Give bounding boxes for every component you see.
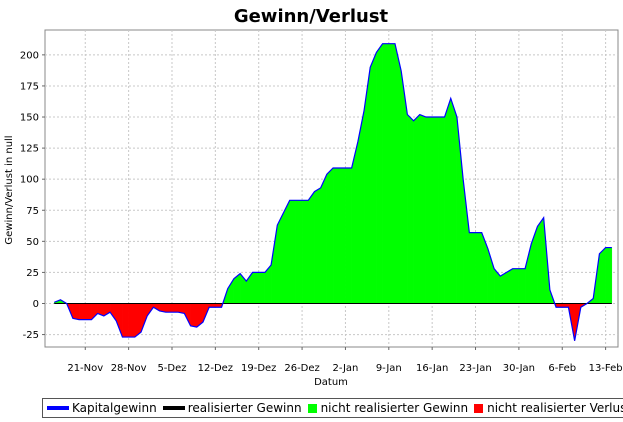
gain-area-segment <box>338 167 346 304</box>
x-tick-label: 26-Dez <box>284 363 319 374</box>
y-tick-label: 175 <box>20 81 39 92</box>
gain-area-segment <box>308 190 315 304</box>
legend-label-realisierter-gewinn: realisierter Gewinn <box>187 401 302 415</box>
gain-area-segment <box>295 200 303 304</box>
y-tick-label: 25 <box>26 268 39 279</box>
legend-swatch-kapitalgewinn <box>47 406 69 410</box>
y-tick-label: 125 <box>20 144 39 155</box>
gain-area-segment <box>469 232 476 304</box>
x-tick-layer: 21-Nov 28-Nov 5-Dez 12-Dez 19-Dez 26-Dez 2-Jan… <box>67 347 623 374</box>
gain-area-segment <box>605 247 613 304</box>
gain-area-segment <box>413 113 421 304</box>
gain-area-segment <box>283 200 290 304</box>
kapitalgewinn-line <box>54 43 612 341</box>
gain-area-segment <box>599 246 606 304</box>
x-tick-label: 28-Nov <box>111 363 147 374</box>
loss-area-segment <box>165 303 173 313</box>
gain-area-segment <box>506 268 513 304</box>
gain-area-segment <box>518 268 526 304</box>
loss-area-segment <box>171 303 179 313</box>
gain-area-segment <box>438 116 445 304</box>
y-tick-label: 75 <box>26 206 39 217</box>
gain-area-segment <box>512 268 520 304</box>
loss-area-segment <box>78 303 86 320</box>
y-tick-label: -25 <box>23 330 39 341</box>
gain-area-segment <box>376 42 383 304</box>
loss-area-segment <box>122 303 129 338</box>
gain-area-segment <box>277 212 284 304</box>
loss-area-segment <box>134 303 142 338</box>
gain-area-segment <box>407 113 414 304</box>
x-tick-label: 13-Feb <box>589 363 623 374</box>
loss-area-segment <box>72 303 80 320</box>
area-layer <box>54 42 613 341</box>
legend: Kapitalgewinn realisierter Gewinn nicht … <box>42 398 623 418</box>
gain-area-segment <box>444 98 451 304</box>
gain-area-segment <box>537 216 544 304</box>
y-tick-layer: -25 0 25 50 75 100 125 150 175 200 <box>20 50 45 341</box>
gain-area-segment <box>258 272 266 304</box>
legend-item-nicht-realisierter-gewinn: nicht realisierter Gewinn <box>307 401 469 415</box>
gain-area-segment <box>314 187 321 304</box>
x-tick-label: 21-Nov <box>67 363 103 374</box>
legend-label-nicht-realisierter-verlust: nicht realisierter Verlust <box>487 401 623 415</box>
gain-area-segment <box>345 167 352 304</box>
x-tick-label: 12-Dez <box>198 363 233 374</box>
y-tick-label: 150 <box>20 113 39 124</box>
gain-area-segment <box>326 167 334 304</box>
legend-label-kapitalgewinn: Kapitalgewinn <box>72 401 157 415</box>
x-tick-label: 19-Dez <box>241 363 276 374</box>
gain-area-segment <box>289 200 297 304</box>
legend-swatch-realisierter-gewinn <box>162 406 185 410</box>
legend-item-nicht-realisierter-verlust: nicht realisierter Verlust <box>474 401 623 415</box>
loss-area-segment <box>85 303 92 320</box>
legend-item-realisierter-gewinn: realisierter Gewinn <box>162 401 302 415</box>
legend-swatch-nicht-realisierter-verlust <box>474 403 484 413</box>
gain-area-segment <box>419 114 427 304</box>
y-tick-label: 100 <box>20 175 39 186</box>
gain-area-segment <box>369 52 377 304</box>
x-tick-label: 6-Feb <box>548 363 576 374</box>
loss-area-segment <box>190 303 198 328</box>
x-tick-label: 9-Jan <box>376 363 402 374</box>
y-tick-label: 50 <box>26 237 39 248</box>
line-layer <box>54 43 612 341</box>
x-tick-label: 30-Jan <box>503 363 535 374</box>
gain-area-segment <box>431 116 439 304</box>
gain-area-segment <box>332 167 340 304</box>
y-axis-title: Gewinn/Verlust in null <box>4 135 15 244</box>
loss-area-segment <box>128 303 136 338</box>
x-tick-label: 2-Jan <box>332 363 358 374</box>
legend-swatch-nicht-realisierter-gewinn <box>307 403 317 413</box>
gain-area-segment <box>475 232 482 304</box>
gain-area-segment <box>500 271 507 304</box>
gain-area-segment <box>320 174 328 304</box>
gain-area-segment <box>425 116 433 304</box>
gain-area-segment <box>450 98 458 304</box>
gain-area-segment <box>252 272 259 304</box>
gain-area-segment <box>382 43 390 304</box>
x-axis-title: Datum <box>314 377 348 388</box>
legend-label-nicht-realisierter-gewinn: nicht realisierter Gewinn <box>320 401 469 415</box>
x-tick-label: 5-Dez <box>157 363 186 374</box>
y-tick-label: 0 <box>33 299 39 310</box>
x-tick-label: 16-Jan <box>416 363 448 374</box>
y-tick-label: 200 <box>20 50 39 61</box>
legend-item-kapitalgewinn: Kapitalgewinn <box>47 401 157 415</box>
gain-area-segment <box>394 43 402 304</box>
gain-area-segment <box>388 43 396 304</box>
gain-area-segment <box>301 200 309 304</box>
x-tick-label: 23-Jan <box>459 363 491 374</box>
chart-title: Gewinn/Verlust <box>234 6 389 27</box>
